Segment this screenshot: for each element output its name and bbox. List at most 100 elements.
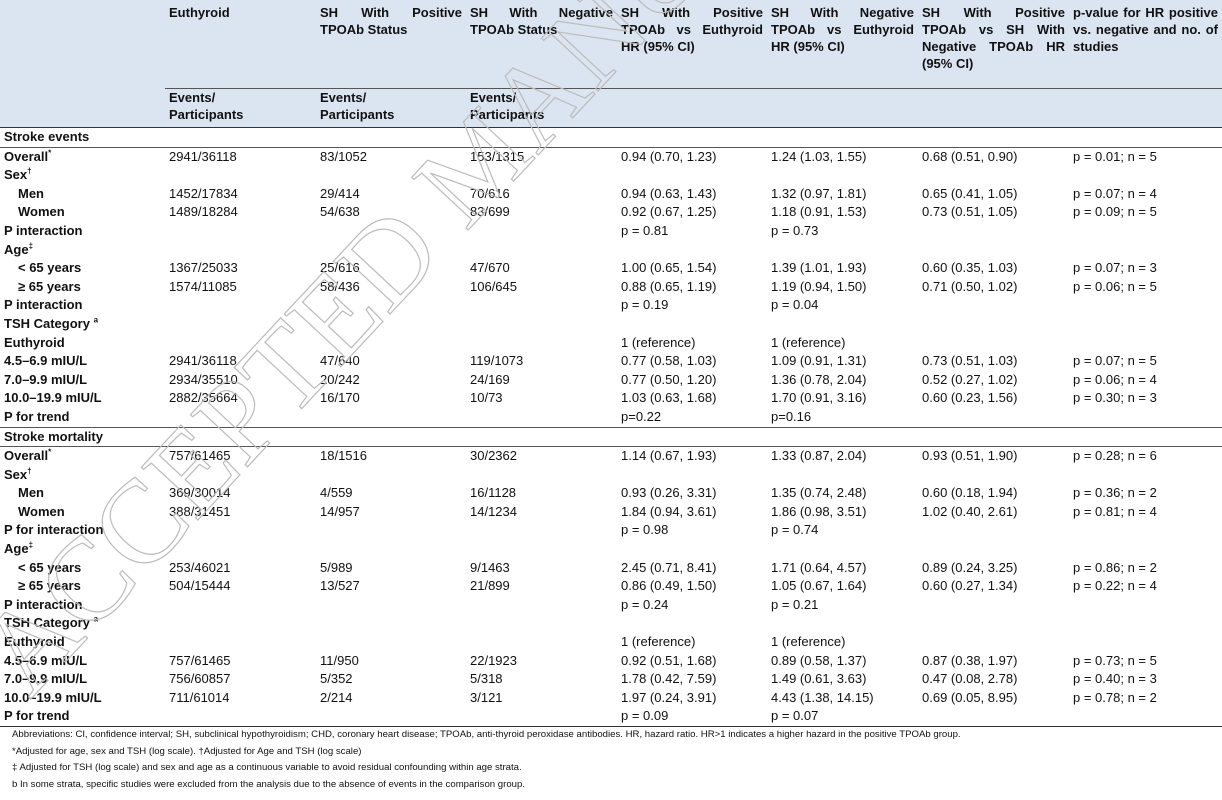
data-cell: 0.77 (0.58, 1.03) (621, 353, 717, 369)
empty-cell (1069, 707, 1222, 728)
data-cell: 711/61014 (169, 689, 230, 705)
data-cell: 504/15444 (169, 578, 231, 594)
data-cell: 1.39 (1.01, 1.93) (771, 260, 867, 276)
row-label: Euthyroid (0, 633, 165, 652)
data-cell: 1 (reference) (771, 334, 846, 350)
data-cell: p = 0.07; n = 3 (1073, 260, 1157, 276)
data-cell: p = 0.30; n = 3 (1073, 390, 1157, 406)
row-label: TSH Category a (0, 614, 165, 633)
empty-cell (165, 241, 316, 260)
empty-cell (165, 315, 316, 334)
empty-cell (466, 707, 617, 728)
data-cell: p = 0.73 (771, 222, 819, 238)
data-cell: 1.00 (0.65, 1.54) (621, 260, 717, 276)
row-label: Sex† (0, 466, 165, 485)
label-text: Overall (4, 148, 49, 164)
empty-cell (165, 633, 316, 652)
data-cell: 757/61465 (169, 652, 231, 668)
table-row: 4.5–6.9 mIU/L 757/61465 11/950 22/1923 0.92 … (0, 652, 1222, 671)
header-cell (767, 88, 918, 128)
row-label: Women (0, 203, 165, 222)
empty-cell (767, 540, 918, 559)
table-row: P interaction p = 0.19 p = 0.04 (0, 296, 1222, 315)
empty-cell (466, 596, 617, 615)
data-cell: 1.86 (0.98, 3.51) (771, 503, 867, 519)
empty-cell (466, 334, 617, 353)
row-label: P interaction (0, 596, 165, 615)
footnote-mark: * (48, 148, 52, 158)
row-label: 10.0–19.9 mIU/L (0, 689, 165, 708)
header-cell (1069, 88, 1222, 128)
data-cell: 388/31451 (169, 503, 231, 519)
empty-cell (165, 166, 316, 185)
table-row: Women 1489/18284 54/638 83/699 0.92 (0.67, 1… (0, 203, 1222, 222)
data-cell: 1489/18284 (169, 204, 238, 220)
footnote-mark: ‡ (28, 540, 34, 550)
table-row: Overall* 2941/36118 83/1052 153/1315 0.94 (0… (0, 147, 1222, 166)
data-cell: 0.47 (0.08, 2.78) (922, 671, 1018, 687)
empty-cell (165, 408, 316, 427)
table-row: P interaction p = 0.24 p = 0.21 (0, 596, 1222, 615)
empty-cell (466, 540, 617, 559)
empty-cell (165, 614, 316, 633)
data-cell: p = 0.86; n = 2 (1073, 559, 1157, 575)
empty-cell (918, 614, 1069, 633)
row-label: Men (0, 484, 165, 503)
empty-cell (1069, 614, 1222, 633)
data-cell: 119/1073 (470, 353, 524, 369)
empty-cell (918, 315, 1069, 334)
data-cell: 70/616 (470, 185, 510, 201)
table-row: Women 388/31451 14/957 14/1234 1.84 (0.94, 3… (0, 503, 1222, 522)
row-label: < 65 years (0, 259, 165, 278)
empty-cell (767, 315, 918, 334)
header-cell: Euthyroid (165, 0, 316, 89)
data-cell: p = 0.73; n = 5 (1073, 652, 1157, 668)
empty-cell (466, 241, 617, 260)
data-cell: 0.77 (0.50, 1.20) (621, 371, 717, 387)
empty-cell (316, 466, 466, 485)
data-cell: 1.70 (0.91, 3.16) (771, 390, 867, 406)
data-cell: 16/170 (320, 390, 360, 406)
data-cell: 0.69 (0.05, 8.95) (922, 689, 1018, 705)
data-cell: 22/1923 (470, 652, 517, 668)
data-cell: 9/1463 (470, 559, 510, 575)
empty-cell (466, 408, 617, 427)
empty-cell (617, 166, 767, 185)
data-cell: 757/61465 (169, 448, 231, 464)
empty-cell (165, 466, 316, 485)
header-cell: Events/ Participants (165, 88, 316, 128)
data-cell: 0.88 (0.65, 1.19) (621, 278, 717, 294)
section-title: Stroke mortality (0, 426, 1222, 448)
header-cell: Events/ Participants (316, 88, 466, 128)
row-label: Age‡ (0, 241, 165, 260)
empty-cell (466, 466, 617, 485)
footnote: b In some strata, specific studies were … (12, 778, 526, 790)
data-cell: 1.71 (0.64, 4.57) (771, 559, 867, 575)
label-text: ≥ 65 years (18, 278, 81, 294)
empty-cell (466, 521, 617, 540)
empty-cell (466, 296, 617, 315)
label-text: P for trend (4, 708, 70, 724)
empty-cell (316, 707, 466, 728)
empty-cell (316, 315, 466, 334)
header-cell: Events/ Participants (466, 88, 617, 128)
data-cell: 1 (reference) (621, 334, 696, 350)
data-cell: 5/352 (320, 671, 353, 687)
table-row: TSH Category a (0, 315, 1222, 334)
data-cell: 5/989 (320, 559, 353, 575)
empty-cell (767, 166, 918, 185)
data-cell: 1.19 (0.94, 1.50) (771, 278, 867, 294)
table-row: < 65 years 1367/25033 25/616 47/670 1.00 (0.… (0, 259, 1222, 278)
data-cell: p = 0.19 (621, 297, 669, 313)
empty-cell (918, 166, 1069, 185)
label-text: ≥ 65 years (18, 578, 81, 594)
table-row: ≥ 65 years 1574/11085 58/436 106/645 0.88 (0… (0, 278, 1222, 297)
data-cell: p = 0.98 (621, 522, 669, 538)
empty-cell (767, 614, 918, 633)
empty-cell (466, 614, 617, 633)
footnote-mark: a (93, 615, 99, 625)
empty-cell (316, 241, 466, 260)
empty-cell (1069, 633, 1222, 652)
data-cell: 0.73 (0.51, 1.03) (922, 353, 1018, 369)
table-row: 4.5–6.9 mIU/L 2941/36118 47/640 119/1073 0.7… (0, 352, 1222, 371)
